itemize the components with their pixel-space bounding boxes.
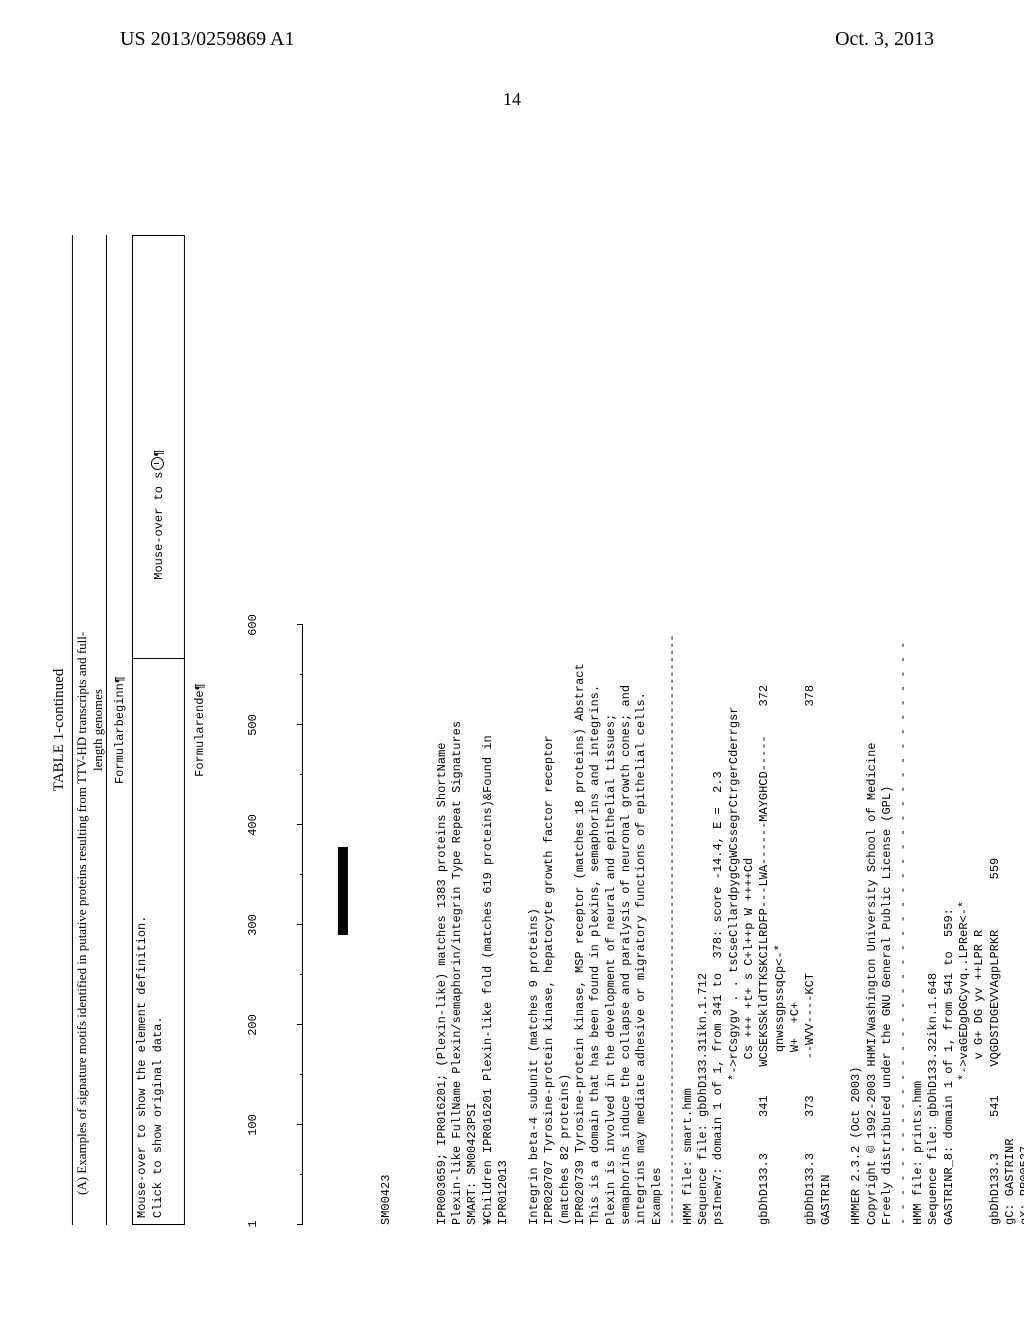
axis-tick-label: 1 — [245, 1220, 260, 1227]
definition-right-pre: Mouse-over to s — [152, 472, 166, 580]
domain-bar — [338, 847, 348, 935]
axis-tick-label: 600 — [245, 614, 260, 636]
table-section-title: (A) Examples of signature motifs identif… — [73, 235, 90, 1225]
definition-right: Mouse-over to s ¶ — [133, 236, 184, 658]
domain-axis: 1100200300400500600 SM00423 — [215, 625, 425, 1225]
axis-tick-label: 100 — [245, 1114, 260, 1136]
table-section-title-2: length genomes — [90, 235, 106, 1225]
axis-tick-label: 400 — [245, 814, 260, 836]
definition-right-post: ¶ — [152, 449, 166, 456]
axis-bar — [338, 625, 348, 1225]
patent-date: Oct. 3, 2013 — [835, 28, 934, 51]
axis-sm-label: SM00423 — [379, 625, 394, 1225]
clock-icon — [151, 457, 164, 470]
rule-mid — [106, 235, 107, 1225]
patent-number: US 2013/0259869 A1 — [120, 28, 294, 51]
axis-labels: 1100200300400500600 — [245, 625, 257, 1225]
page-number: 14 — [0, 89, 1024, 110]
axis-tick-label: 200 — [245, 1014, 260, 1036]
page-header: US 2013/0259869 A1 Oct. 3, 2013 — [0, 0, 1024, 51]
page: US 2013/0259869 A1 Oct. 3, 2013 14 TABLE… — [0, 0, 1024, 1320]
axis-tick-label: 300 — [245, 914, 260, 936]
rotated-content: TABLE 1-continued (A) Examples of signat… — [140, 220, 960, 1240]
signature-body: IPR003659; IPR016201; (Plexin-like) matc… — [435, 235, 1024, 1225]
definition-box: Mouse-over to show the element definitio… — [132, 235, 185, 1225]
axis-tick-label: 500 — [245, 714, 260, 736]
form-begin-label: Formularbeginn¶ — [113, 235, 128, 1225]
form-end-label: Formularende¶ — [193, 235, 208, 1225]
section-title-right: length genomes — [90, 689, 106, 771]
definition-left: Mouse-over to show the element definitio… — [133, 658, 184, 1224]
axis-ruler — [288, 625, 303, 1225]
table-caption: TABLE 1-continued — [51, 235, 68, 1225]
section-title-left: (A) Examples of signature motifs identif… — [74, 632, 90, 1195]
